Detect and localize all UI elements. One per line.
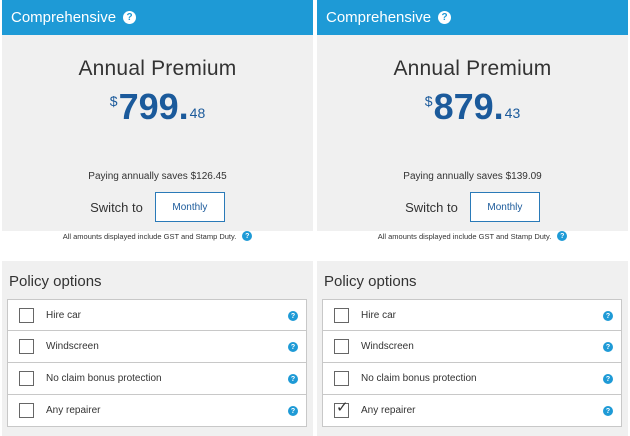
option-no-claim-bonus[interactable]: No claim bonus protection ? (322, 363, 622, 395)
switch-label: Switch to (90, 199, 143, 215)
plan-title: Comprehensive (326, 9, 432, 26)
gst-notice: All amounts displayed include GST and St… (2, 231, 313, 241)
plan-header: Comprehensive ? (2, 0, 313, 35)
help-icon[interactable]: ? (438, 11, 452, 24)
help-icon[interactable]: ? (603, 342, 613, 352)
help-icon[interactable]: ? (288, 342, 298, 352)
help-icon[interactable]: ? (242, 231, 253, 241)
gst-notice: All amounts displayed include GST and St… (317, 231, 628, 241)
policy-options-list: Hire car ? Windscreen ? No claim bonus p… (322, 299, 622, 427)
option-label: No claim bonus protection (46, 373, 162, 384)
payment-switch-row: Switch to Monthly (2, 192, 313, 222)
option-label: Hire car (361, 309, 397, 321)
option-hire-car[interactable]: Hire car ? (322, 299, 622, 331)
option-label: Hire car (46, 309, 82, 321)
price-currency: $ (424, 93, 433, 109)
option-hire-car[interactable]: Hire car ? (7, 299, 307, 331)
premium-title: Annual Premium (393, 57, 552, 80)
help-icon[interactable]: ? (288, 406, 298, 416)
checkbox[interactable] (19, 403, 34, 418)
checkbox[interactable] (334, 371, 349, 386)
option-no-claim-bonus[interactable]: No claim bonus protection ? (7, 363, 307, 395)
plan-column-1: Comprehensive ? Annual Premium $ 799 . 4… (2, 0, 313, 436)
gst-notice-text: All amounts displayed include GST and St… (62, 231, 237, 241)
help-icon[interactable]: ? (603, 406, 613, 416)
plan-column-2: Comprehensive ? Annual Premium $ 879 . 4… (317, 0, 628, 436)
help-icon[interactable]: ? (603, 311, 613, 321)
price-currency: $ (109, 93, 118, 109)
plan-title: Comprehensive (11, 9, 117, 26)
help-icon[interactable]: ? (123, 11, 137, 24)
option-label: Windscreen (361, 341, 414, 352)
checkbox[interactable] (19, 307, 34, 323)
policy-options-title: Policy options (9, 273, 102, 290)
premium-price: $ 799 . 48 (2, 87, 313, 127)
option-windscreen[interactable]: Windscreen ? (7, 331, 307, 363)
switch-label: Switch to (405, 199, 458, 215)
option-label: Any repairer (361, 405, 416, 416)
price-dollars: 799 (118, 86, 179, 127)
annual-savings-text: Paying annually saves $139.09 (403, 171, 542, 182)
help-icon[interactable]: ? (288, 374, 298, 384)
policy-options-panel: Policy options Hire car ? Windscreen ? N… (317, 261, 628, 436)
premium-title: Annual Premium (78, 57, 237, 80)
switch-monthly-button[interactable]: Monthly (469, 192, 540, 222)
switch-monthly-button[interactable]: Monthly (154, 192, 225, 222)
policy-options-title: Policy options (324, 273, 417, 290)
annual-savings-text: Paying annually saves $126.45 (88, 171, 227, 182)
price-cents: 48 (189, 105, 206, 121)
option-windscreen[interactable]: Windscreen ? (322, 331, 622, 363)
checkbox[interactable] (334, 307, 349, 323)
option-any-repairer[interactable]: Any repairer ? (7, 395, 307, 427)
policy-options-list: Hire car ? Windscreen ? No claim bonus p… (7, 299, 307, 427)
payment-switch-row: Switch to Monthly (317, 192, 628, 222)
checkbox[interactable] (334, 339, 349, 354)
help-icon[interactable]: ? (603, 374, 613, 384)
premium-panel: Annual Premium $ 879 . 43 Paying annuall… (317, 35, 628, 241)
checkbox[interactable] (19, 339, 34, 354)
price-decimal-point: . (493, 86, 504, 127)
help-icon[interactable]: ? (557, 231, 568, 241)
option-any-repairer[interactable]: ✓ Any repairer ? (322, 395, 622, 427)
gst-notice-text: All amounts displayed include GST and St… (377, 231, 552, 241)
checkmark-icon: ✓ (336, 399, 349, 416)
policy-options-panel: Policy options Hire car ? Windscreen ? N… (2, 261, 313, 436)
price-cents: 43 (504, 105, 521, 121)
price-dollars: 879 (433, 86, 494, 127)
plan-header: Comprehensive ? (317, 0, 628, 35)
option-label: Any repairer (46, 405, 101, 416)
premium-price: $ 879 . 43 (317, 87, 628, 127)
checkbox[interactable] (19, 371, 34, 386)
price-decimal-point: . (178, 86, 189, 127)
option-label: No claim bonus protection (361, 373, 477, 384)
premium-panel: Annual Premium $ 799 . 48 Paying annuall… (2, 35, 313, 241)
checkbox-checked[interactable]: ✓ (334, 399, 349, 418)
option-label: Windscreen (46, 341, 99, 352)
help-icon[interactable]: ? (288, 311, 298, 321)
